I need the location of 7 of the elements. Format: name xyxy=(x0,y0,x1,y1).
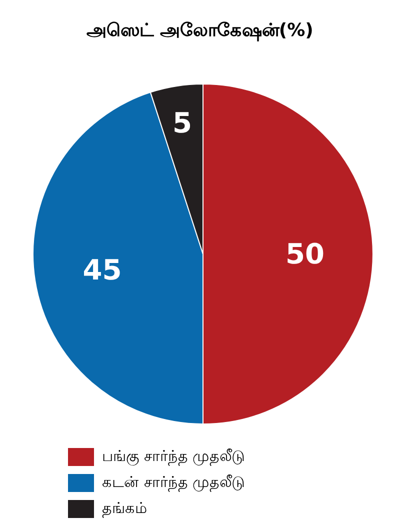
legend-label: தங்கம் xyxy=(102,499,147,519)
legend-label: பங்கு சார்ந்த முதலீடு xyxy=(102,447,245,467)
chart-title: அஸெட் அலோகேஷன்(%) xyxy=(86,19,314,44)
data-label: 5 xyxy=(172,106,192,140)
data-label: 45 xyxy=(82,253,122,286)
data-label: 50 xyxy=(286,238,324,270)
legend-label: கடன் சார்ந்த முதலீடு xyxy=(102,473,245,493)
